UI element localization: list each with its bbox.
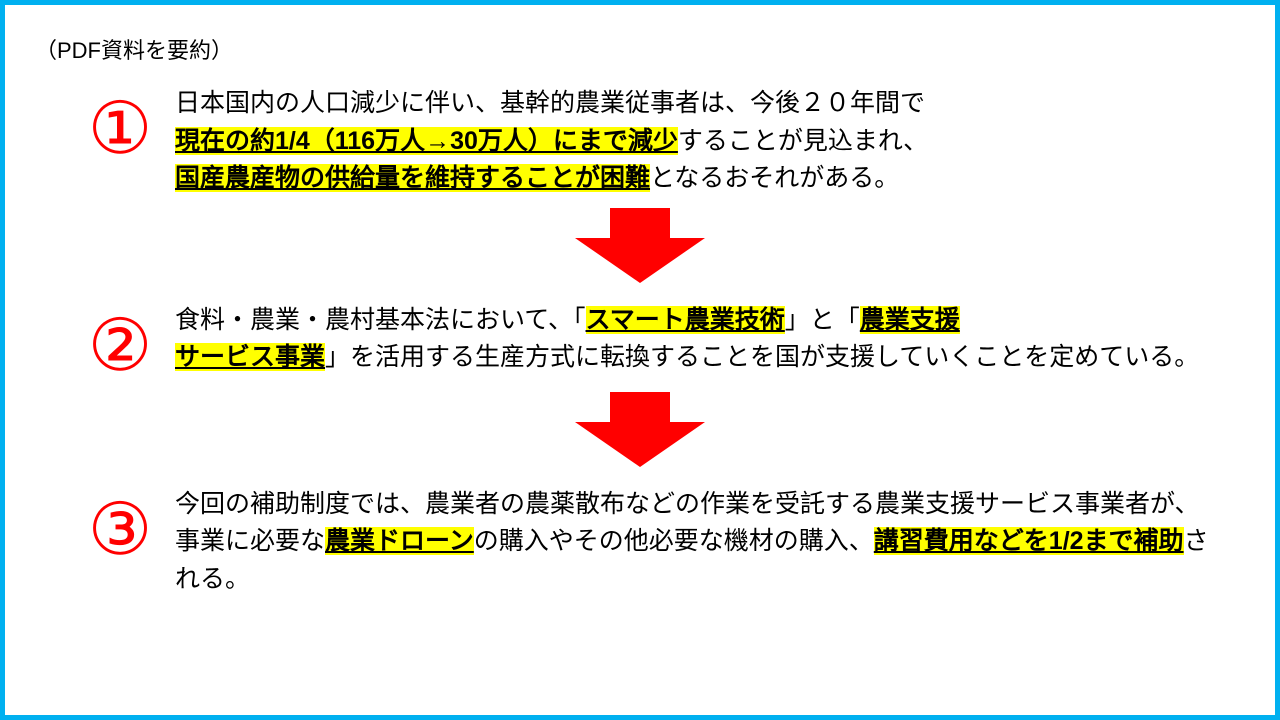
highlighted-text: 現在の約1/4（116万人→30万人）にまで減少	[175, 127, 678, 155]
header-note: （PDF資料を要約）	[35, 33, 233, 65]
highlighted-text: 農業ドローン	[325, 527, 474, 555]
summary-row: ①日本国内の人口減少に伴い、基幹的農業従事者は、今後２０年間で現在の約1/4（1…	[65, 85, 1215, 198]
summary-row: ③今回の補助制度では、農業者の農薬散布などの作業を受託する農業支援サービス事業者…	[65, 486, 1215, 599]
plain-text: となるおそれがある。	[650, 164, 899, 192]
plain-text: することが見込まれ、	[678, 127, 928, 155]
plain-text: 」と「	[785, 306, 860, 334]
plain-text: 日本国内の人口減少に伴い、基幹的農業従事者は、今後２０年間で	[175, 89, 925, 117]
summary-row: ②食料・農業・農村基本法において、「スマート農業技術」と「農業支援サービス事業」…	[65, 302, 1215, 382]
row-text: 食料・農業・農村基本法において、「スマート農業技術」と「農業支援サービス事業」を…	[175, 302, 1215, 377]
down-arrow	[65, 392, 1215, 472]
highlighted-text: サービス事業	[175, 343, 325, 371]
row-number: ①	[65, 93, 175, 165]
content-area: ①日本国内の人口減少に伴い、基幹的農業従事者は、今後２０年間で現在の約1/4（1…	[65, 85, 1215, 608]
highlighted-text: スマート農業技術	[586, 306, 785, 334]
plain-text: 食料・農業・農村基本法において、「	[175, 306, 586, 334]
highlighted-text: 農業支援	[860, 306, 960, 334]
highlighted-text: 国産農産物の供給量を維持することが困難	[175, 164, 650, 192]
row-number: ③	[65, 494, 175, 566]
row-number: ②	[65, 310, 175, 382]
row-text: 日本国内の人口減少に伴い、基幹的農業従事者は、今後２０年間で現在の約1/4（11…	[175, 85, 1215, 198]
down-arrow	[65, 208, 1215, 288]
highlighted-text: 講習費用などを1/2まで補助	[874, 527, 1184, 555]
plain-text: の購入やその他必要な機材の購入、	[474, 527, 874, 555]
plain-text: 」を活用する生産方式に転換することを国が支援していくことを定めている。	[325, 343, 1199, 371]
row-text: 今回の補助制度では、農業者の農薬散布などの作業を受託する農業支援サービス事業者が…	[175, 486, 1215, 599]
